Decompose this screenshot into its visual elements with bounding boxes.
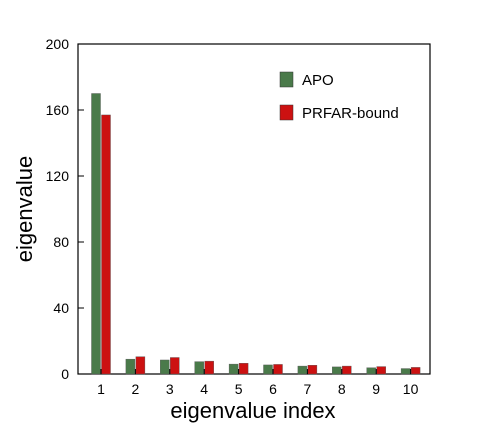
bars	[91, 93, 421, 375]
bar-apo-4	[194, 361, 204, 375]
x-tick-label: 1	[97, 381, 105, 397]
bar-apo-10	[400, 368, 411, 375]
y-axis-ticks: 0 40 80 120 160 200	[46, 36, 84, 382]
x-tick-label: 2	[132, 381, 140, 397]
bar-prfar-bound-2	[135, 356, 146, 375]
bar-prfar-bound-10	[410, 367, 421, 375]
y-tick-label: 120	[46, 168, 70, 184]
bar-prfar-bound-6	[273, 364, 283, 375]
legend-label-prfar-bound: PRFAR-bound	[302, 105, 399, 122]
x-tick-label: 9	[372, 381, 380, 397]
bar-apo-3	[160, 359, 170, 375]
x-tick-label: 4	[200, 381, 208, 397]
x-tick-label: 10	[403, 381, 419, 397]
bar-prfar-bound-7	[307, 365, 318, 375]
x-tick-label: 3	[166, 381, 174, 397]
bar-apo-7	[297, 365, 308, 375]
bar-prfar-bound-1	[101, 114, 111, 375]
y-tick-label: 80	[53, 234, 69, 250]
x-axis-ticks: 1 2 3 4 5 6 7 8 9 10	[97, 369, 419, 397]
bar-apo-2	[125, 358, 136, 375]
legend: APO PRFAR-bound	[279, 71, 399, 122]
bar-prfar-bound-5	[238, 363, 249, 375]
x-axis-title: eigenvalue index	[170, 398, 335, 423]
legend-swatch-prfar-bound	[279, 104, 294, 121]
legend-swatch-apo	[279, 71, 294, 88]
y-tick-label: 40	[53, 300, 69, 316]
x-tick-label: 7	[304, 381, 312, 397]
y-tick-label: 0	[61, 366, 69, 382]
bar-apo-5	[228, 363, 239, 375]
bar-apo-6	[263, 364, 273, 375]
bar-apo-8	[332, 366, 342, 375]
bar-prfar-bound-8	[342, 365, 352, 375]
y-tick-label: 160	[46, 102, 70, 118]
x-tick-label: 6	[269, 381, 277, 397]
plot-area	[77, 43, 431, 375]
legend-label-apo: APO	[302, 72, 334, 89]
bar-prfar-bound-3	[170, 357, 180, 375]
y-tick-label: 200	[46, 36, 70, 52]
x-tick-label: 8	[338, 381, 346, 397]
bar-prfar-bound-9	[376, 366, 386, 375]
plot-frame	[77, 43, 431, 375]
x-tick-label: 5	[235, 381, 243, 397]
bar-apo-1	[91, 93, 101, 375]
bar-apo-9	[366, 367, 376, 375]
y-axis-title: eigenvalue	[12, 156, 37, 262]
bar-prfar-bound-4	[204, 360, 214, 375]
